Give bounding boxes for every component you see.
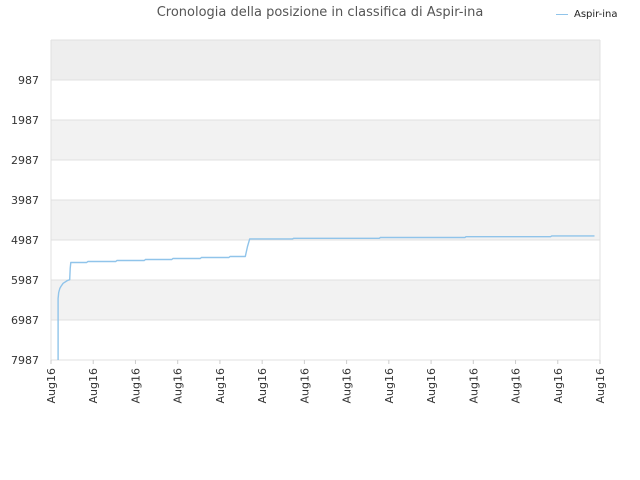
plot-band [51,120,600,160]
x-tick-label: Aug16 [383,368,396,403]
x-tick-label: Aug16 [594,368,607,403]
x-tick-label: Aug16 [172,368,185,403]
series-line-aspir-ina [57,235,595,360]
plot-band [51,200,600,240]
x-tick-label: Aug16 [298,368,311,403]
y-tick-label: 1987 [11,114,39,127]
y-tick-label: 987 [18,74,39,87]
x-tick-label: Aug16 [467,368,480,403]
x-tick-label: Aug16 [425,368,438,403]
y-tick-label: 2987 [11,154,39,167]
x-tick-label: Aug16 [256,368,269,403]
y-tick-label: 7987 [11,354,39,367]
legend-label: Aspir-ina [574,9,618,20]
x-tick-label: Aug16 [129,368,142,403]
plot-band [51,280,600,320]
plot-band [51,320,600,360]
y-tick-label: 5987 [11,274,39,287]
x-tick-label: Aug16 [214,368,227,403]
x-tick-label: Aug16 [341,368,354,403]
y-tick-label: 3987 [11,194,39,207]
plot-band [51,80,600,120]
plot-band [51,40,600,80]
x-tick-label: Aug16 [510,368,523,403]
legend-swatch [556,13,568,15]
y-tick-label: 4987 [11,234,39,247]
plot-band [51,160,600,200]
x-tick-label: Aug16 [552,368,565,403]
x-tick-label: Aug16 [87,368,100,403]
x-tick-label: Aug16 [45,368,58,403]
legend[interactable]: Aspir-ina [556,9,618,20]
chart-title: Cronologia della posizione in classifica… [156,5,484,20]
y-tick-label: 6987 [11,314,39,327]
